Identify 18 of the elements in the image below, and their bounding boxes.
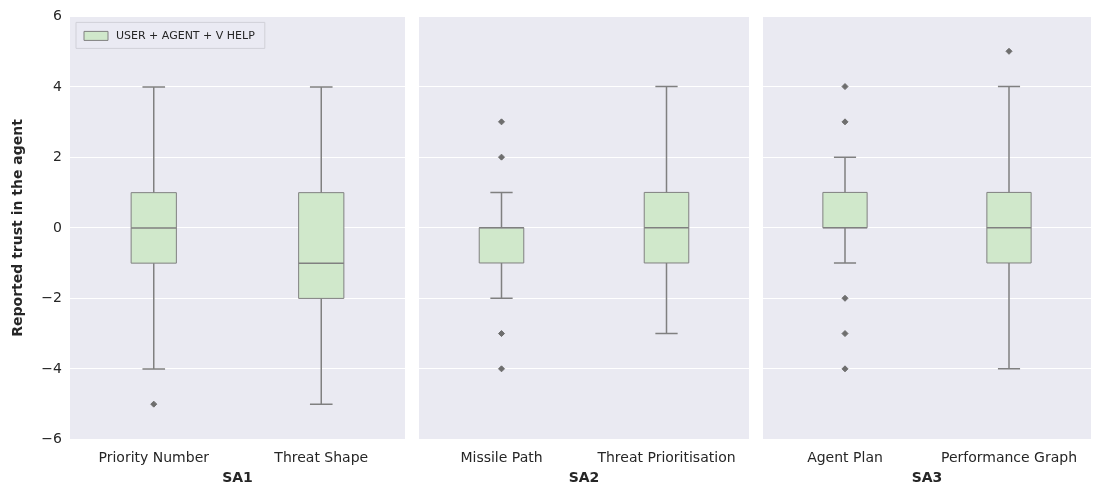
x-axis-title: SA1 bbox=[222, 469, 253, 486]
x-tick-label: Threat Shape bbox=[273, 449, 369, 466]
x-tick-label: Threat Prioritisation bbox=[596, 449, 736, 466]
x-tick-label: Agent Plan bbox=[807, 449, 883, 466]
y-tick-label: 6 bbox=[53, 7, 63, 24]
legend-label: USER + AGENT + V HELP bbox=[116, 29, 256, 43]
x-axis-title: SA2 bbox=[568, 469, 600, 486]
y-tick-label: 0 bbox=[53, 218, 62, 235]
y-tick-label: 4 bbox=[53, 77, 63, 94]
y-tick-label: 2 bbox=[53, 148, 62, 165]
y-tick-label: −2 bbox=[41, 289, 62, 306]
x-tick-label: Performance Graph bbox=[940, 449, 1078, 466]
y-tick-label: −4 bbox=[41, 359, 63, 376]
x-tick-label: Priority Number bbox=[98, 449, 210, 466]
x-tick-label: Missile Path bbox=[460, 449, 543, 466]
y-tick-label: −6 bbox=[41, 430, 63, 447]
x-axis-title: SA3 bbox=[911, 469, 943, 486]
y-axis-title: Reported trust in the agent bbox=[9, 118, 26, 337]
